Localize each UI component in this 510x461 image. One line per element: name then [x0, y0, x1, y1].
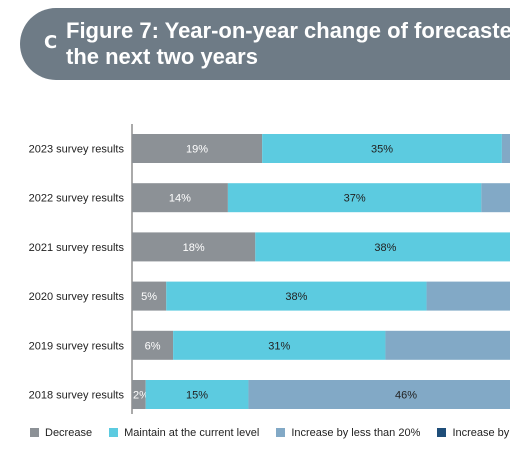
- data-label: 35%: [371, 144, 393, 156]
- legend-item-maintain: Maintain at the current level: [109, 427, 259, 439]
- data-label: 15%: [186, 390, 208, 402]
- bar-segment: [501, 134, 510, 163]
- bar-segment: [145, 380, 249, 409]
- category-label: 2019 survey results: [29, 340, 125, 352]
- legend-swatch-increase-more: [437, 428, 447, 437]
- bar-segment: [132, 330, 174, 360]
- bar-segment: [132, 281, 167, 311]
- legend-label-maintain: Maintain at the current level: [124, 427, 260, 439]
- bar-segment: [132, 183, 228, 213]
- category-label: 2021 survey results: [29, 242, 125, 254]
- bar-segment: [166, 281, 427, 311]
- c-glyph-icon: C: [44, 32, 58, 53]
- chart-title-line-2: the next two years: [66, 44, 258, 69]
- data-label: 18%: [183, 242, 205, 254]
- bar-segment: [132, 380, 146, 409]
- data-label: 2%: [133, 390, 149, 402]
- data-label: 46%: [395, 390, 417, 402]
- legend-item-increase-more: Increase by mo: [437, 427, 510, 439]
- legend-swatch-maintain: [109, 428, 119, 437]
- bar-segment: [385, 330, 510, 360]
- chart-title: Figure 7: Year-on-year change of forecas…: [66, 18, 510, 70]
- legend-swatch-increase-lt20: [276, 428, 286, 437]
- title-banner: [20, 8, 510, 80]
- legend-swatch-decrease: [30, 428, 39, 437]
- legend-label-decrease: Decrease: [45, 427, 93, 439]
- data-label: 5%: [141, 291, 157, 303]
- bar-segment: [173, 330, 386, 360]
- legend-item-increase-lt20: Increase by less than 20%: [276, 427, 420, 439]
- bar-segment: [132, 232, 256, 262]
- category-label: 2022 survey results: [29, 193, 125, 205]
- bar-segment: [481, 183, 510, 213]
- data-label: 38%: [374, 242, 396, 254]
- bar-segment: [227, 183, 482, 213]
- chart-title-line-1: Figure 7: Year-on-year change of forecas…: [66, 18, 510, 43]
- data-label: 6%: [145, 340, 161, 352]
- category-label: 2018 survey results: [29, 390, 125, 402]
- legend-label-increase-lt20: Increase by less than 20%: [291, 427, 421, 439]
- data-label: 31%: [268, 340, 290, 352]
- bar-segment: [132, 134, 263, 163]
- bar-segment: [248, 380, 510, 409]
- bar-segment: [262, 134, 502, 163]
- data-label: 38%: [285, 291, 307, 303]
- bar-segment: [426, 281, 510, 311]
- data-label: 37%: [344, 193, 366, 205]
- data-label: 14%: [169, 193, 191, 205]
- category-label: 2023 survey results: [29, 144, 125, 156]
- category-label: 2020 survey results: [29, 291, 125, 303]
- legend: Decrease Maintain at the current level I…: [30, 427, 510, 439]
- data-label: 19%: [186, 144, 208, 156]
- bar-segment: [255, 232, 510, 262]
- legend-item-decrease: Decrease: [30, 427, 92, 439]
- legend-label-increase-more: Increase by mo: [452, 427, 510, 439]
